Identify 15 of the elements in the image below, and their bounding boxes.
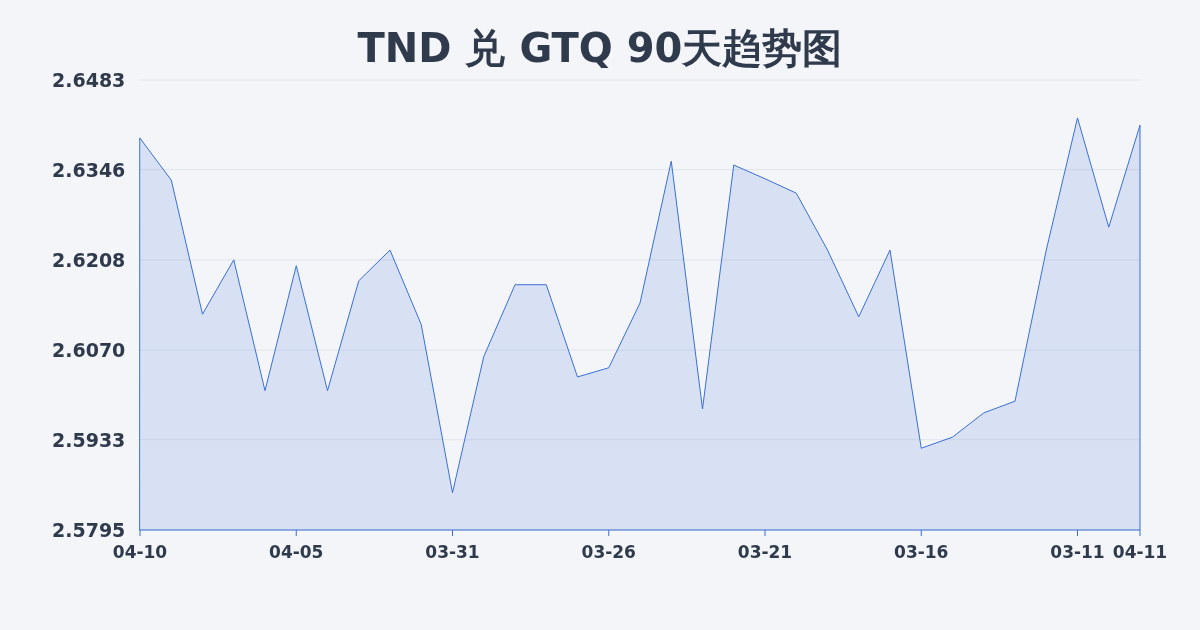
y-tick-label: 2.6208 xyxy=(52,248,126,271)
x-tick-label: 03-11 xyxy=(1050,542,1105,562)
y-tick-label: 2.5933 xyxy=(52,428,126,451)
y-tick-label: 2.6483 xyxy=(52,69,126,91)
y-tick-label: 2.6070 xyxy=(52,339,126,362)
x-tick-label: 03-21 xyxy=(737,542,793,562)
y-tick-label: 2.6346 xyxy=(52,158,126,181)
x-tick-label: 03-16 xyxy=(894,542,949,562)
chart-title: TND 兑 GTQ 90天趋势图 xyxy=(357,25,843,71)
x-tick-label: 03-26 xyxy=(581,542,636,562)
x-tick-label: 03-31 xyxy=(425,542,480,562)
y-tick-label: 2.5795 xyxy=(52,519,126,541)
x-tick-label: 04-10 xyxy=(112,542,168,562)
x-tick-label: 04-11 xyxy=(1112,542,1168,562)
x-tick-label: 04-05 xyxy=(269,542,324,562)
